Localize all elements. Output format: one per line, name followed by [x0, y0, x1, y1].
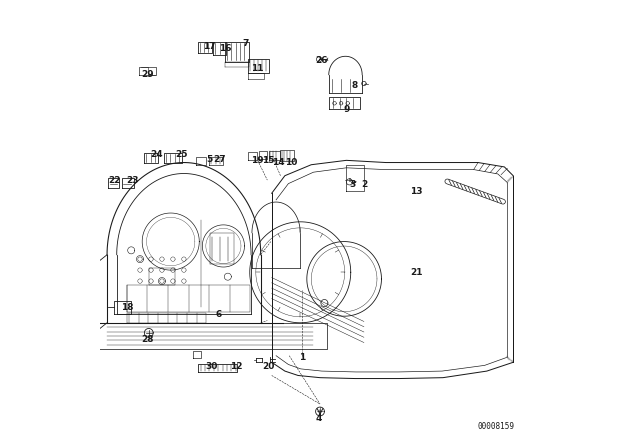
Text: 8: 8	[352, 81, 358, 90]
Text: 17: 17	[203, 42, 215, 51]
Text: 21: 21	[410, 268, 423, 277]
Text: 9: 9	[343, 105, 349, 114]
Text: 16: 16	[220, 44, 232, 53]
Text: 24: 24	[150, 150, 163, 159]
Text: 10: 10	[285, 158, 298, 167]
Text: 11: 11	[252, 64, 264, 73]
Text: 23: 23	[126, 177, 139, 185]
Text: 00008159: 00008159	[477, 422, 514, 431]
Text: 26: 26	[315, 56, 328, 65]
Text: 25: 25	[175, 150, 188, 159]
Text: 30: 30	[205, 362, 218, 371]
Text: 19: 19	[252, 156, 264, 165]
Text: 27: 27	[214, 155, 226, 164]
Text: 29: 29	[141, 70, 154, 79]
Text: 12: 12	[230, 362, 243, 371]
Text: 14: 14	[272, 158, 285, 167]
Text: 20: 20	[262, 362, 275, 371]
Text: 22: 22	[108, 177, 121, 185]
Text: 7: 7	[242, 39, 248, 48]
Text: 2: 2	[361, 180, 367, 189]
Text: 13: 13	[410, 186, 423, 196]
Text: 5: 5	[206, 155, 212, 164]
Text: II: II	[349, 178, 352, 183]
Text: 3: 3	[350, 180, 356, 189]
Text: 18: 18	[120, 303, 133, 312]
Text: 15: 15	[262, 156, 275, 165]
Text: 1: 1	[300, 353, 305, 362]
Text: 4: 4	[316, 414, 323, 422]
Text: 28: 28	[141, 335, 154, 344]
Text: 6: 6	[216, 310, 222, 319]
